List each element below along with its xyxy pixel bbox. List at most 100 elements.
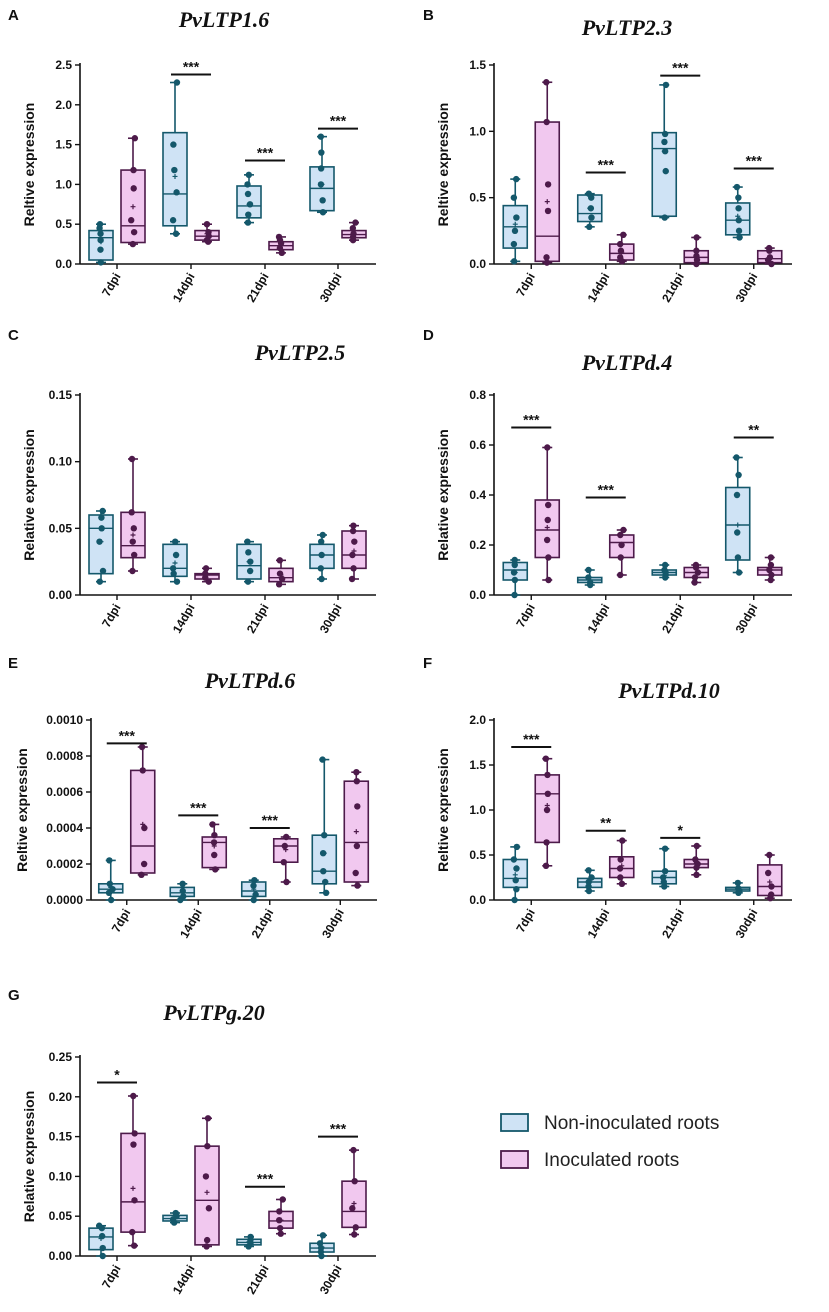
y-tick-label: 0.4 — [469, 488, 486, 502]
data-point — [318, 133, 324, 139]
y-tick-label: 0.0 — [469, 588, 486, 602]
data-point — [139, 744, 145, 750]
data-point — [318, 576, 324, 582]
significance-label: *** — [598, 156, 615, 172]
x-tick-label: 14dpi — [170, 271, 198, 305]
data-point — [318, 165, 324, 171]
data-point — [512, 228, 518, 234]
x-tick-label: 21dpi — [244, 271, 272, 305]
data-point — [353, 769, 359, 775]
y-tick-label: 1.0 — [469, 803, 486, 817]
significance-label: *** — [257, 1171, 274, 1187]
box-non-inoculated-21dpi — [237, 538, 261, 584]
data-point — [131, 552, 137, 558]
panel-letter: G — [8, 987, 20, 1004]
box-non-inoculated-21dpi — [652, 846, 676, 890]
data-point — [277, 570, 283, 576]
data-point — [98, 259, 104, 265]
box-inoculated-7dpi — [535, 444, 559, 583]
data-point — [281, 859, 287, 865]
chart-title: PvLTPd.6 — [204, 668, 296, 693]
box-inoculated-30dpi — [342, 1147, 366, 1238]
panel-letter: C — [8, 327, 19, 344]
chart-title: PvLTP2.5 — [254, 340, 346, 365]
data-point — [276, 234, 282, 240]
data-point — [662, 131, 668, 137]
data-point — [662, 868, 668, 874]
data-point — [588, 214, 594, 220]
panel-letter: B — [423, 7, 434, 24]
box-iqr — [535, 122, 559, 261]
data-point — [129, 568, 135, 574]
data-point — [694, 843, 700, 849]
data-point — [319, 756, 325, 762]
data-point — [98, 514, 104, 520]
data-point — [320, 209, 326, 215]
data-point — [171, 167, 177, 173]
data-point — [277, 1225, 283, 1231]
data-point — [735, 472, 741, 478]
data-point — [277, 557, 283, 563]
data-point — [543, 863, 549, 869]
data-point — [511, 194, 517, 200]
data-point — [130, 241, 136, 247]
data-point — [736, 569, 742, 575]
significance-label: *** — [190, 799, 207, 815]
data-point — [544, 444, 550, 450]
data-point — [97, 221, 103, 227]
y-tick-label: 0.5 — [55, 217, 72, 231]
data-point — [513, 865, 519, 871]
x-tick-label: 21dpi — [659, 907, 687, 941]
data-point — [545, 791, 551, 797]
x-tick-label: 7dpi — [513, 907, 537, 935]
y-tick-label: 0.25 — [49, 1050, 73, 1064]
data-point — [619, 881, 625, 887]
data-point — [692, 856, 698, 862]
data-point — [545, 554, 551, 560]
data-point — [131, 185, 137, 191]
data-point — [97, 246, 103, 252]
data-point — [107, 881, 113, 887]
data-point — [141, 825, 147, 831]
data-point — [320, 1232, 326, 1238]
box-non-inoculated-7dpi — [89, 221, 113, 266]
data-point — [545, 517, 551, 523]
box-inoculated-14dpi — [195, 1115, 219, 1250]
box-inoculated-14dpi — [610, 837, 634, 887]
y-tick-label: 0.10 — [49, 455, 73, 469]
data-point — [350, 522, 356, 528]
data-point — [323, 890, 329, 896]
box-non-inoculated-30dpi — [726, 184, 750, 241]
data-point — [106, 857, 112, 863]
y-axis-label: Reltive expression — [14, 748, 30, 872]
box-non-inoculated-14dpi — [163, 1210, 187, 1226]
data-point — [544, 772, 550, 778]
box-inoculated-14dpi — [610, 527, 634, 578]
y-tick-label: 2.0 — [469, 713, 486, 727]
data-point — [736, 234, 742, 240]
y-tick-label: 0.0 — [469, 893, 486, 907]
data-point — [543, 839, 549, 845]
data-point — [321, 832, 327, 838]
data-point — [319, 197, 325, 203]
chart-panel-g: G PvLTPg.20 0.00 0.05 0.10 0.15 0.20 0.25 Relati… — [8, 987, 376, 1297]
data-point — [350, 225, 356, 231]
data-point — [205, 1115, 211, 1121]
data-point — [130, 1093, 136, 1099]
data-point — [693, 872, 699, 878]
chart-panel-e: EPvLTPd.60.00000.00020.00040.00060.00080… — [8, 655, 377, 941]
box-inoculated-7dpi — [131, 744, 155, 878]
data-point — [662, 562, 668, 568]
panel-letter: E — [8, 655, 18, 672]
box-inoculated-30dpi — [344, 769, 368, 889]
y-axis-label: Reltive expression — [435, 103, 451, 227]
box-non-inoculated-7dpi — [503, 844, 527, 904]
y-tick-label: 0.15 — [49, 1130, 73, 1144]
significance-label: *** — [746, 152, 763, 168]
data-point — [246, 172, 252, 178]
data-point — [252, 891, 258, 897]
data-point — [205, 229, 211, 235]
data-point — [322, 879, 328, 885]
x-tick-label: 14dpi — [177, 907, 205, 941]
x-tick-label: 21dpi — [244, 1263, 272, 1297]
